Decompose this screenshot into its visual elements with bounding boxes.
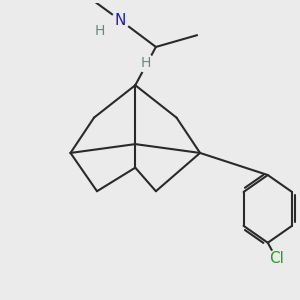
Circle shape: [137, 54, 154, 72]
Text: Cl: Cl: [269, 251, 284, 266]
Circle shape: [112, 12, 129, 29]
Text: H: H: [140, 56, 151, 70]
Circle shape: [91, 22, 109, 40]
Text: H: H: [95, 24, 105, 38]
Text: N: N: [115, 13, 126, 28]
Circle shape: [268, 250, 285, 268]
